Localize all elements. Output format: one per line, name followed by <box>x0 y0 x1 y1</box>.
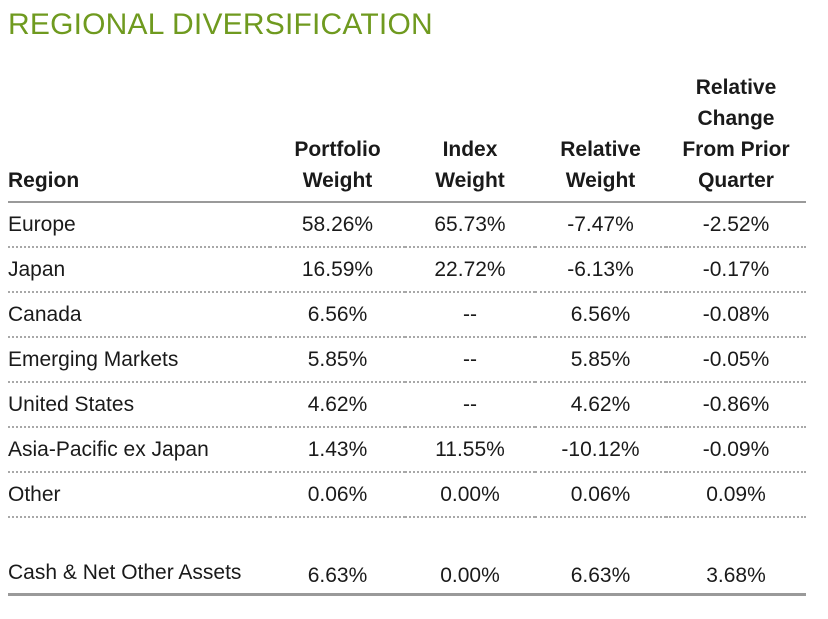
header-relative-weight-line2: Weight <box>565 169 636 192</box>
table-row: Europe 58.26% 65.73% -7.47% -2.52% <box>8 202 806 248</box>
cell-region: Other <box>8 472 270 518</box>
cell-portfolio-weight: 58.26% <box>270 202 405 248</box>
cell-relative-weight: 6.63% <box>535 517 666 596</box>
header-portfolio-weight: Portfolio Weight <box>270 72 405 203</box>
cell-index-weight: -- <box>405 292 535 338</box>
cell-portfolio-weight: 5.85% <box>270 337 405 383</box>
header-portfolio-weight-line1: Portfolio <box>294 138 381 161</box>
cell-relative-change: -0.86% <box>666 382 806 428</box>
cell-region: United States <box>8 382 270 428</box>
cell-region: Europe <box>8 202 270 248</box>
page-title: REGIONAL DIVERSIFICATION <box>8 8 433 41</box>
cell-relative-weight: -10.12% <box>535 427 666 473</box>
cell-portfolio-weight: 0.06% <box>270 472 405 518</box>
cell-relative-change: -0.17% <box>666 247 806 293</box>
cell-index-weight: -- <box>405 382 535 428</box>
table-row: Emerging Markets 5.85% -- 5.85% -0.05% <box>8 337 806 383</box>
table-row: Asia-Pacific ex Japan 1.43% 11.55% -10.1… <box>8 427 806 473</box>
cell-index-weight: -- <box>405 337 535 383</box>
cell-relative-change: -0.09% <box>666 427 806 473</box>
header-region-label: Region <box>8 169 80 192</box>
cell-portfolio-weight: 6.56% <box>270 292 405 338</box>
table-row: Japan 16.59% 22.72% -6.13% -0.17% <box>8 247 806 293</box>
table-row: Cash & Net Other Assets 6.63% 0.00% 6.63… <box>8 517 806 596</box>
cell-relative-weight: 6.56% <box>535 292 666 338</box>
cell-region: Emerging Markets <box>8 337 270 383</box>
header-portfolio-weight-line2: Weight <box>302 169 373 192</box>
cell-relative-change: 0.09% <box>666 472 806 518</box>
cell-relative-weight: 4.62% <box>535 382 666 428</box>
cell-index-weight: 0.00% <box>405 472 535 518</box>
cell-region: Japan <box>8 247 270 293</box>
cell-portfolio-weight: 6.63% <box>270 517 405 596</box>
header-relative-weight-line1: Relative <box>560 138 641 161</box>
cell-relative-change: 3.68% <box>666 517 806 596</box>
header-row: Region Portfolio Weight Index Weight Rel… <box>8 72 806 203</box>
cell-index-weight: 65.73% <box>405 202 535 248</box>
header-relative-change-line4: Quarter <box>698 169 774 192</box>
cell-portfolio-weight: 1.43% <box>270 427 405 473</box>
cell-index-weight: 0.00% <box>405 517 535 596</box>
regional-diversification-table: Region Portfolio Weight Index Weight Rel… <box>8 72 806 596</box>
cell-portfolio-weight: 16.59% <box>270 247 405 293</box>
cell-region: Canada <box>8 292 270 338</box>
cell-index-weight: 22.72% <box>405 247 535 293</box>
cell-relative-weight: -7.47% <box>535 202 666 248</box>
table-row: Other 0.06% 0.00% 0.06% 0.09% <box>8 472 806 518</box>
header-relative-change-line1: Relative <box>695 76 777 99</box>
cell-relative-weight: 5.85% <box>535 337 666 383</box>
header-relative-change-line2: Change <box>697 107 775 130</box>
header-relative-change-line3: From Prior <box>682 138 790 161</box>
header-relative-weight: Relative Weight <box>535 72 666 203</box>
cell-relative-weight: -6.13% <box>535 247 666 293</box>
header-index-weight: Index Weight <box>405 72 535 203</box>
cell-portfolio-weight: 4.62% <box>270 382 405 428</box>
header-index-weight-line1: Index <box>442 138 498 161</box>
header-region: Region <box>8 72 270 203</box>
cell-relative-change: -2.52% <box>666 202 806 248</box>
header-relative-change: Relative Change From Prior Quarter <box>666 72 806 203</box>
cell-region: Cash & Net Other Assets <box>8 517 270 596</box>
table-header: Region Portfolio Weight Index Weight Rel… <box>8 72 806 203</box>
table-body: Europe 58.26% 65.73% -7.47% -2.52% Japan… <box>8 202 806 596</box>
cell-relative-change: -0.08% <box>666 292 806 338</box>
table-row: United States 4.62% -- 4.62% -0.86% <box>8 382 806 428</box>
table-row: Canada 6.56% -- 6.56% -0.08% <box>8 292 806 338</box>
header-index-weight-line2: Weight <box>435 169 505 192</box>
cell-relative-weight: 0.06% <box>535 472 666 518</box>
cell-index-weight: 11.55% <box>405 427 535 473</box>
cell-relative-change: -0.05% <box>666 337 806 383</box>
cell-region: Asia-Pacific ex Japan <box>8 427 270 473</box>
